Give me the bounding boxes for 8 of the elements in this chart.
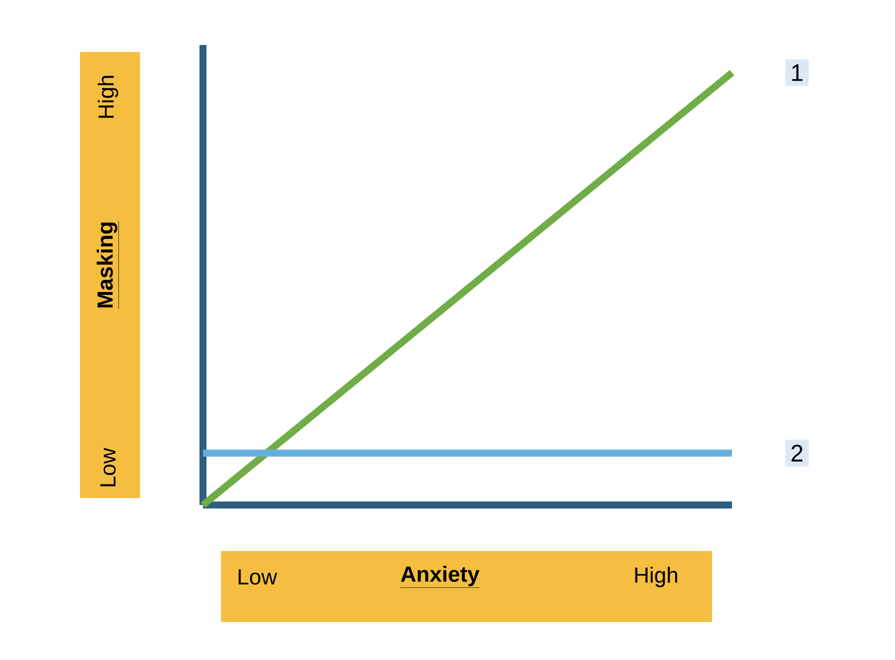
annotation: High bbox=[98, 76, 118, 118]
text: Low bbox=[238, 569, 278, 585]
x-axis-title: Anxiety bbox=[400, 566, 480, 586]
text: 1 bbox=[792, 64, 802, 81]
text: High bbox=[635, 566, 678, 588]
annotation: Low bbox=[100, 448, 116, 486]
text: 2 bbox=[792, 444, 802, 462]
y-axis-title: Masking bbox=[96, 222, 118, 308]
